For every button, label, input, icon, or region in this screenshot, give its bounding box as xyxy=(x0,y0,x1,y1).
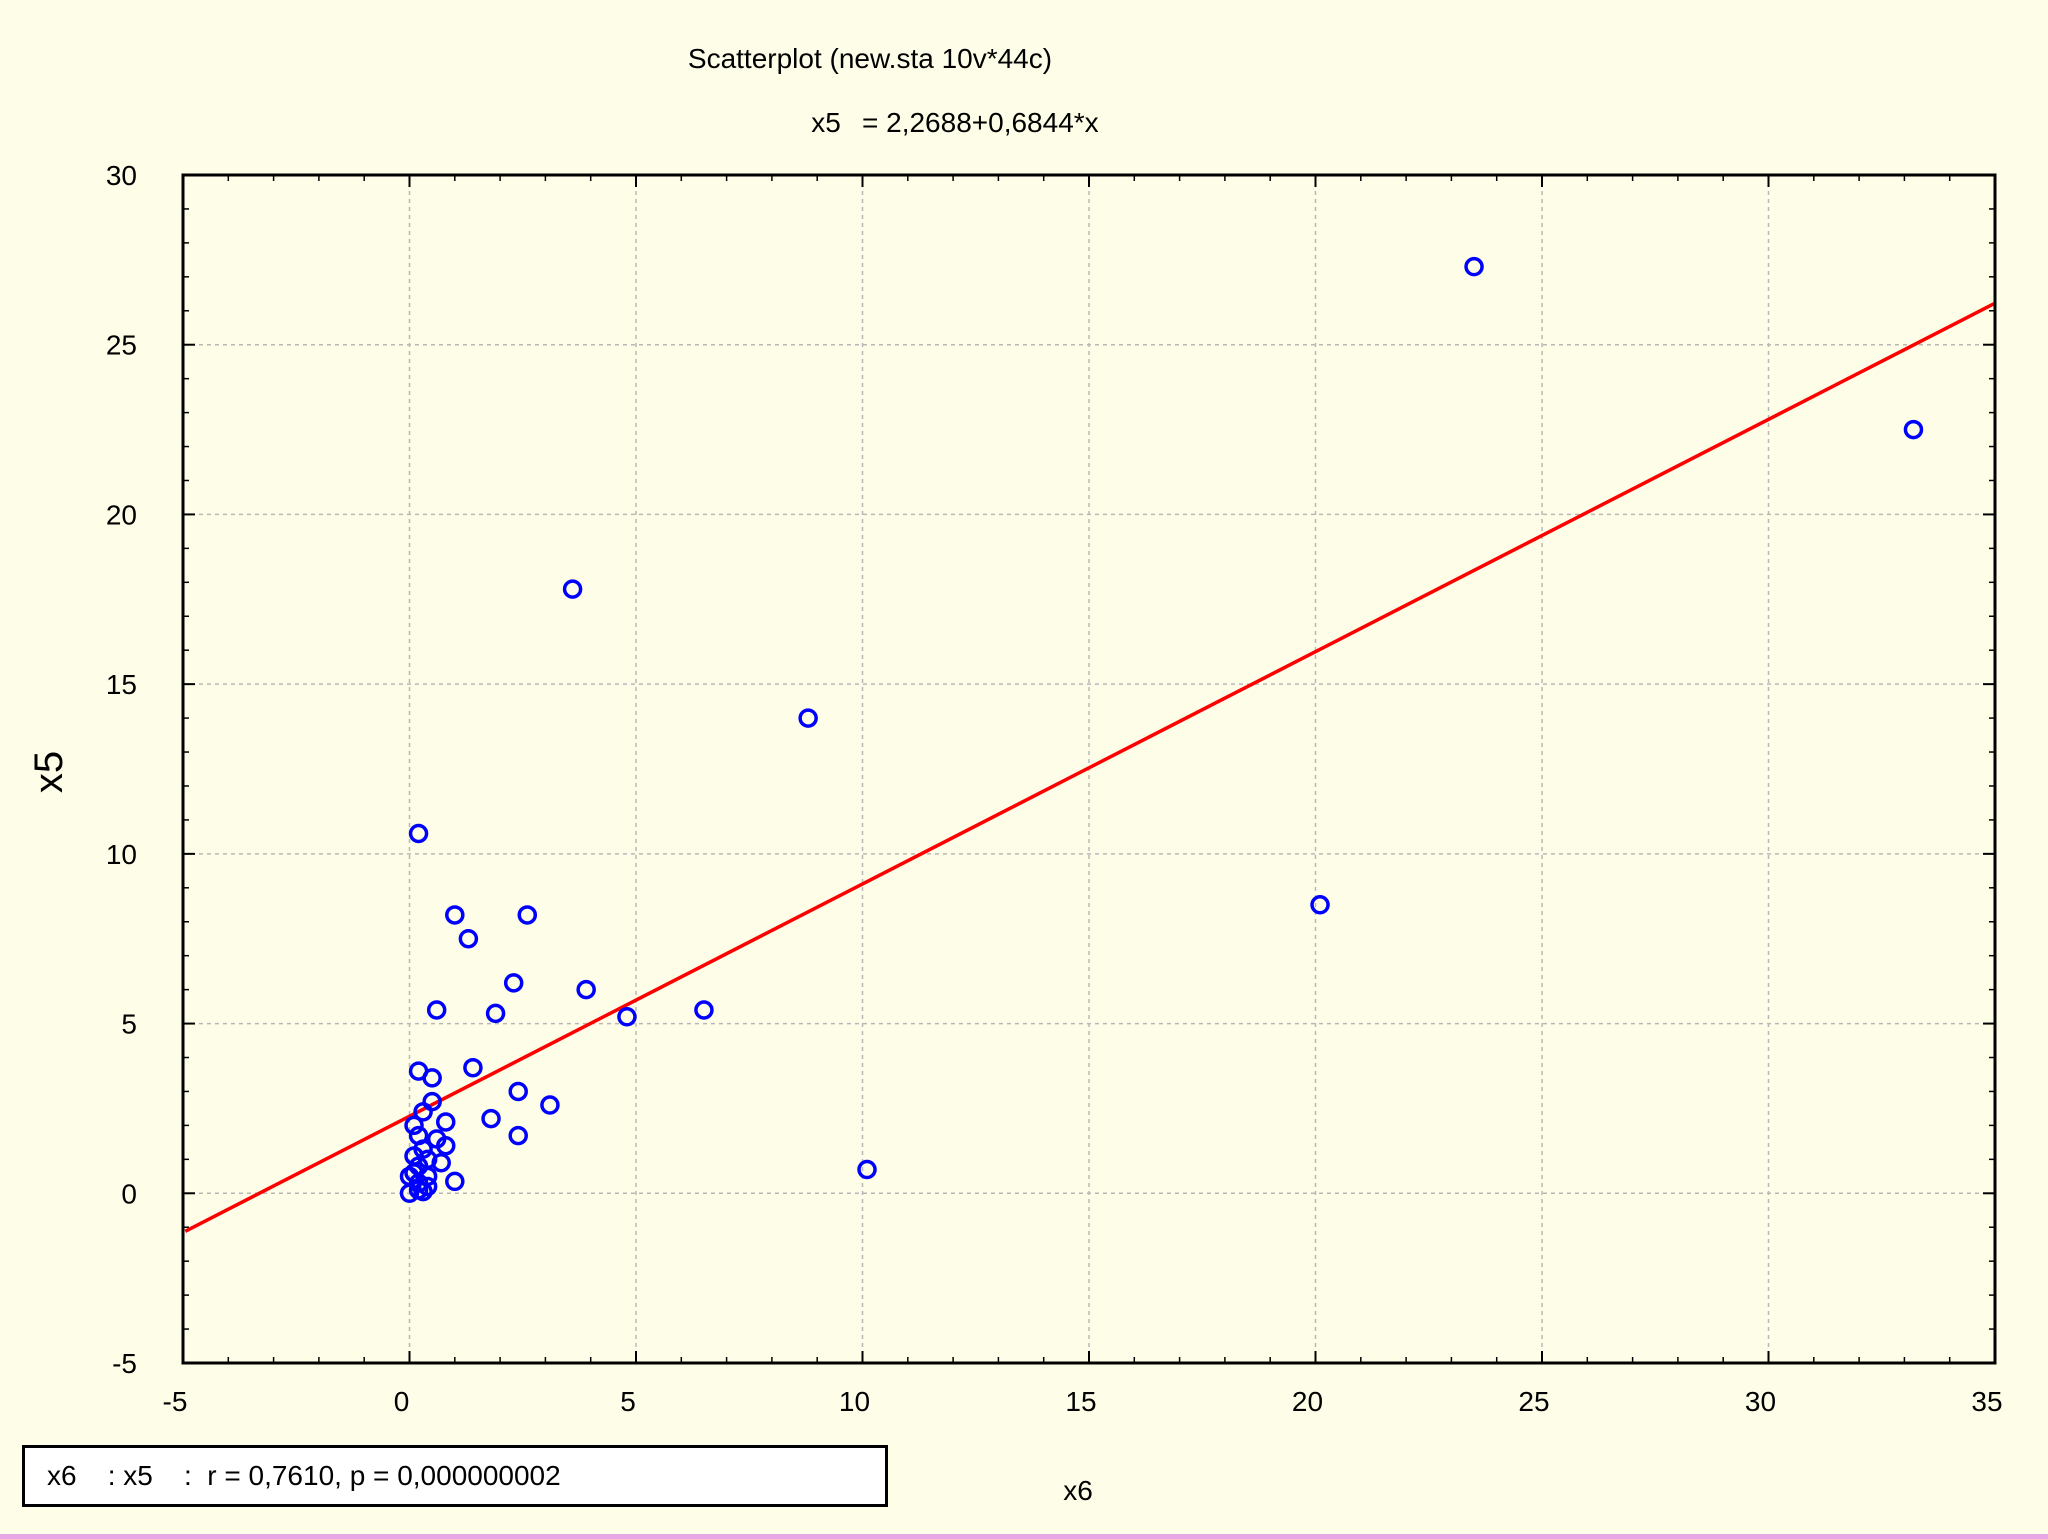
y-tick-label: 0 xyxy=(121,1178,137,1209)
data-point xyxy=(422,1068,442,1088)
data-point xyxy=(503,973,524,993)
regression-line xyxy=(184,301,1996,1233)
data-point xyxy=(408,1125,429,1146)
y-tick-label: 30 xyxy=(106,160,137,191)
correlation-stat-box: x6 : x5 : r = 0,7610, p = 0,000000002 xyxy=(22,1445,888,1507)
equation-variable: x5 xyxy=(811,107,841,138)
data-point xyxy=(408,823,429,844)
data-point xyxy=(458,928,479,949)
data-point xyxy=(404,1163,424,1183)
data-point xyxy=(435,1112,456,1132)
x-tick-labels: -5 0 5 10 15 20 25 30 35 xyxy=(163,1386,2003,1417)
data-point xyxy=(426,1000,447,1020)
y-tick-labels: -5 0 5 10 15 20 25 30 xyxy=(106,160,137,1379)
y-axis-title: x5 xyxy=(27,751,71,793)
x-tick-label: 0 xyxy=(394,1386,410,1417)
data-point xyxy=(431,1152,451,1173)
data-point xyxy=(798,708,818,728)
x-tick-label: 25 xyxy=(1518,1386,1549,1417)
y-tick-label: 25 xyxy=(106,330,137,361)
data-point xyxy=(417,1176,438,1197)
y-tick-label: 20 xyxy=(106,499,137,530)
chart-title: Scatterplot (new.sta 10v*44c) xyxy=(688,43,1052,74)
y-tick-label: 10 xyxy=(106,839,137,870)
x-tick-label: 10 xyxy=(839,1386,870,1417)
data-point xyxy=(481,1108,501,1129)
y-tick-label: 5 xyxy=(121,1009,137,1040)
data-point xyxy=(517,905,538,925)
window-bottom-edge xyxy=(0,1534,2048,1539)
data-point xyxy=(857,1159,877,1180)
data-point xyxy=(508,1081,528,1102)
x-axis-title: x6 xyxy=(1063,1475,1093,1506)
x-tick-label: 30 xyxy=(1745,1386,1776,1417)
data-point xyxy=(413,1181,433,1202)
data-point xyxy=(508,1125,528,1146)
x-tick-label: 15 xyxy=(1065,1386,1096,1417)
data-point xyxy=(617,1007,637,1027)
plot-frame xyxy=(181,173,1997,1365)
data-point xyxy=(445,905,465,925)
data-point xyxy=(445,1171,465,1192)
data-point xyxy=(404,1115,424,1136)
data-point xyxy=(399,1183,420,1204)
data-point xyxy=(562,579,583,599)
data-point xyxy=(576,979,596,1000)
y-tick-label: 15 xyxy=(106,669,137,700)
data-point xyxy=(540,1095,560,1115)
data-point xyxy=(1310,895,1330,915)
data-point xyxy=(485,1003,506,1024)
x-tick-label: 20 xyxy=(1292,1386,1323,1417)
data-point xyxy=(413,1102,433,1122)
x-tick-label: 5 xyxy=(620,1386,636,1417)
data-point xyxy=(694,1000,714,1020)
x-tick-label: -5 xyxy=(163,1386,188,1417)
plot-area xyxy=(184,256,1996,1233)
x-tick-label: 35 xyxy=(1971,1386,2002,1417)
regression-equation: = 2,2688+0,6844*x xyxy=(862,107,1099,138)
data-point xyxy=(426,1129,447,1149)
data-point xyxy=(463,1057,483,1078)
data-point xyxy=(1903,419,1924,440)
y-tick-label: -5 xyxy=(112,1348,137,1379)
data-point xyxy=(1464,256,1484,277)
